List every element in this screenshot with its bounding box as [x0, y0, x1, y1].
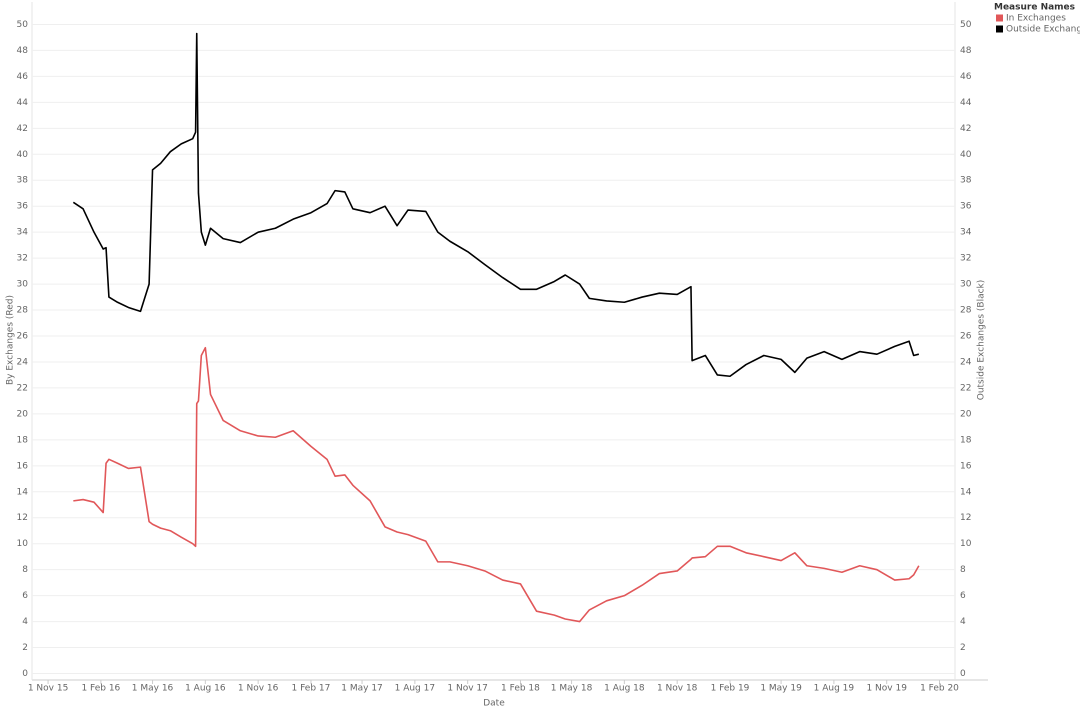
y2-tick-label: 22 — [960, 383, 971, 393]
x-tick-label: 1 Aug 17 — [395, 684, 435, 694]
y2-tick-label: 20 — [960, 409, 972, 419]
y-tick-label: 44 — [17, 98, 29, 108]
y-tick-label: 32 — [17, 254, 28, 264]
x-tick-label: 1 May 18 — [551, 684, 593, 694]
y2-tick-label: 8 — [960, 565, 966, 575]
legend-label: In Exchanges — [1006, 14, 1066, 24]
series-line — [72, 32, 920, 378]
y-tick-label: 30 — [17, 280, 29, 290]
x-tick-label: 1 Feb 18 — [501, 684, 540, 694]
y-tick-label: 0 — [22, 669, 28, 679]
x-tick-label: 1 Aug 18 — [604, 684, 645, 694]
y2-tick-label: 44 — [960, 98, 972, 108]
y2-tick-label: 40 — [960, 150, 972, 160]
y2-tick-label: 6 — [960, 591, 966, 601]
y-tick-label: 38 — [17, 176, 29, 186]
y-tick-label: 46 — [17, 72, 29, 82]
y2-tick-label: 50 — [960, 20, 972, 30]
y-tick-label: 50 — [17, 20, 29, 30]
y2-tick-label: 30 — [960, 280, 972, 290]
x-tick-label: 1 Nov 17 — [447, 684, 487, 694]
y2-tick-label: 48 — [960, 46, 972, 56]
y-tick-label: 2 — [22, 643, 28, 653]
x-axis-title: Date — [483, 699, 505, 709]
y-tick-label: 34 — [17, 228, 29, 238]
y-tick-label: 26 — [17, 332, 29, 342]
y2-tick-label: 46 — [960, 72, 972, 82]
y2-tick-label: 26 — [960, 332, 972, 342]
y2-axis-title: Outside Exchanges (Black) — [977, 280, 987, 401]
x-tick-label: 1 Feb 20 — [920, 684, 959, 694]
y-tick-label: 40 — [17, 150, 29, 160]
y2-tick-label: 34 — [960, 228, 972, 238]
x-tick-label: 1 Feb 19 — [711, 684, 750, 694]
y-axis-title: By Exchanges (Red) — [6, 295, 16, 385]
y2-tick-label: 0 — [960, 669, 966, 679]
x-tick-label: 1 May 17 — [341, 684, 383, 694]
y2-tick-label: 32 — [960, 254, 971, 264]
y2-tick-label: 4 — [960, 617, 966, 627]
y2-tick-label: 14 — [960, 487, 972, 497]
y-tick-label: 36 — [17, 202, 29, 212]
x-tick-label: 1 Nov 16 — [238, 684, 279, 694]
y2-tick-label: 36 — [960, 202, 972, 212]
y-tick-label: 18 — [17, 435, 29, 445]
x-tick-label: 1 Feb 17 — [292, 684, 331, 694]
y-tick-label: 16 — [17, 461, 29, 471]
x-tick-label: 1 Aug 19 — [814, 684, 855, 694]
y2-tick-label: 16 — [960, 461, 972, 471]
y-tick-label: 24 — [17, 357, 29, 367]
y2-tick-label: 2 — [960, 643, 966, 653]
legend-swatch — [996, 14, 1003, 22]
y-tick-label: 20 — [17, 409, 29, 419]
x-tick-label: 1 Aug 16 — [185, 684, 226, 694]
legend-title: Measure Names — [994, 3, 1075, 13]
y-tick-label: 42 — [17, 124, 28, 134]
y2-tick-label: 10 — [960, 539, 972, 549]
y-tick-label: 8 — [22, 565, 28, 575]
y-tick-label: 48 — [17, 46, 29, 56]
legend-swatch — [996, 25, 1003, 33]
y-tick-label: 4 — [22, 617, 28, 627]
legend-label: Outside Exchanges — [1006, 25, 1080, 35]
x-tick-label: 1 Feb 16 — [81, 684, 120, 694]
y2-tick-label: 38 — [960, 176, 972, 186]
x-tick-label: 1 Nov 18 — [657, 684, 698, 694]
y-tick-label: 28 — [17, 306, 29, 316]
x-tick-label: 1 Nov 19 — [866, 684, 907, 694]
y2-tick-label: 12 — [960, 513, 971, 523]
y-tick-label: 22 — [17, 383, 28, 393]
y-tick-label: 6 — [22, 591, 28, 601]
y2-tick-label: 24 — [960, 357, 972, 367]
y2-tick-label: 18 — [960, 435, 972, 445]
y2-tick-label: 28 — [960, 306, 972, 316]
y2-tick-label: 42 — [960, 124, 971, 134]
x-tick-label: 1 May 16 — [132, 684, 174, 694]
y-tick-label: 10 — [17, 539, 29, 549]
x-tick-label: 1 May 19 — [760, 684, 802, 694]
series-line — [73, 346, 920, 623]
y-tick-label: 14 — [17, 487, 29, 497]
y-tick-label: 12 — [17, 513, 28, 523]
x-tick-label: 1 Nov 15 — [28, 684, 68, 694]
